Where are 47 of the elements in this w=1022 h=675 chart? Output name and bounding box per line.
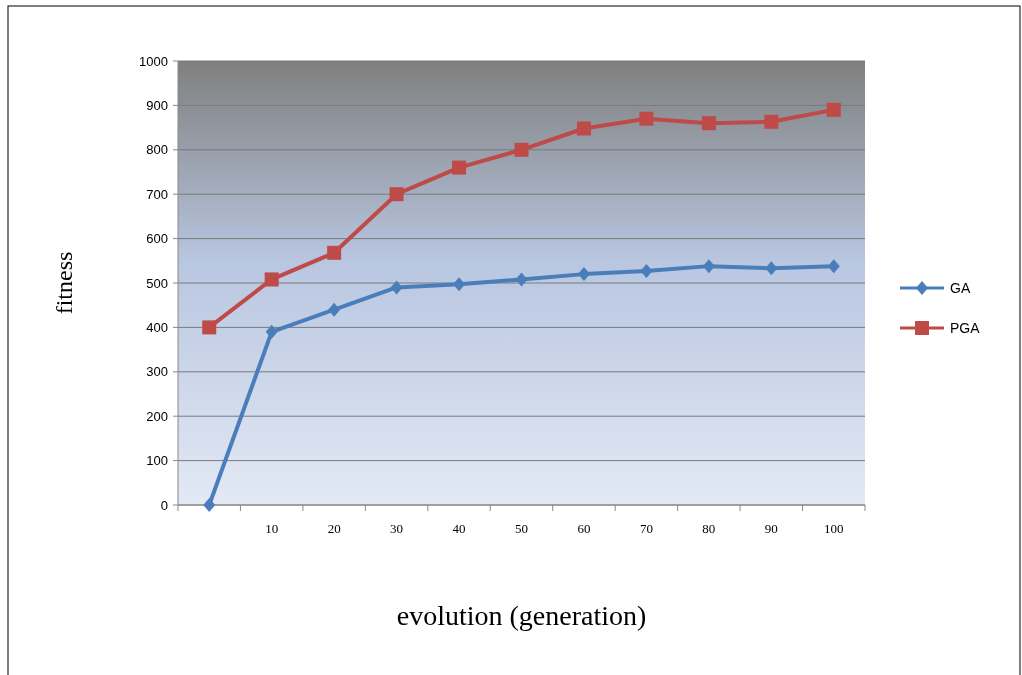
- x-tick-label: 90: [764, 521, 778, 536]
- point: [702, 259, 715, 274]
- point: [639, 111, 654, 126]
- point: [765, 261, 778, 276]
- point: [327, 245, 342, 260]
- x-axis-title: evolution (generation): [396, 600, 647, 631]
- point: [203, 498, 216, 512]
- point: [264, 272, 279, 287]
- y-tick-label: 900: [146, 97, 168, 113]
- point: [514, 142, 529, 157]
- legend-label: GA: [950, 279, 971, 296]
- x-tick-label: 70: [639, 521, 653, 536]
- y-tick-label: 700: [146, 186, 168, 202]
- y-tick-label: 0: [160, 497, 168, 513]
- point: [827, 259, 840, 274]
- legend-label: PGA: [950, 319, 981, 336]
- y-tick-label: 100: [146, 453, 168, 469]
- x-tick-label: 80: [702, 521, 716, 536]
- point: [515, 272, 528, 287]
- x-tick-label: 60: [577, 521, 591, 536]
- y-tick-label: 800: [146, 142, 168, 158]
- x-tick-label: 100: [824, 521, 844, 536]
- point: [389, 187, 404, 202]
- point: [764, 114, 779, 129]
- point: [826, 102, 841, 117]
- y-tick-label: 500: [146, 275, 168, 291]
- point: [576, 121, 591, 136]
- y-tick-label: 600: [146, 231, 168, 247]
- y-tick-label: 1000: [139, 53, 168, 69]
- x-tick-label: 30: [390, 521, 404, 536]
- y-tick-label: 200: [146, 408, 168, 424]
- point: [453, 277, 466, 292]
- x-tick-label: 40: [452, 521, 466, 536]
- x-tick-label: 20: [327, 521, 341, 536]
- point: [452, 160, 467, 175]
- x-tick-label: 50: [515, 521, 528, 536]
- point: [640, 264, 653, 279]
- point: [390, 280, 403, 295]
- point: [202, 320, 217, 335]
- point: [701, 116, 716, 131]
- y-tick-label: 400: [146, 319, 168, 335]
- point: [577, 267, 590, 282]
- y-tick-label: 300: [146, 364, 168, 380]
- y-axis-title: fitness: [51, 251, 77, 315]
- point: [328, 302, 341, 317]
- x-tick-label: 10: [265, 521, 279, 536]
- point: [265, 324, 278, 339]
